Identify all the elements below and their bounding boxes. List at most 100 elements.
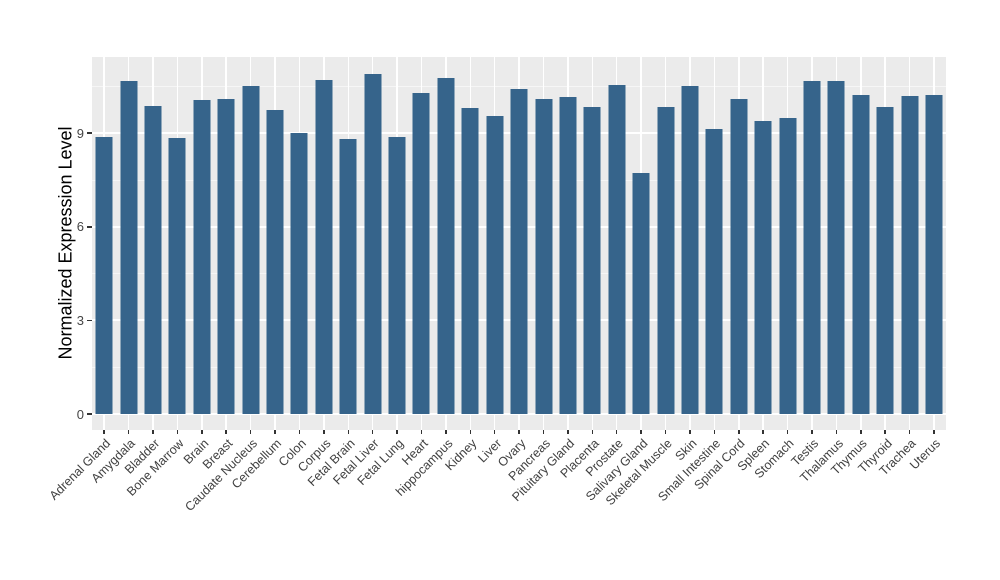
- bar: [242, 86, 260, 414]
- category-slot: hippocampus: [393, 57, 458, 499]
- bar: [681, 86, 699, 414]
- x-tick-mark: [493, 430, 496, 434]
- x-tick-mark: [469, 430, 472, 434]
- bar: [705, 128, 723, 414]
- bar: [632, 172, 650, 414]
- x-tick-mark: [152, 430, 154, 434]
- bar: [730, 98, 748, 414]
- category-slot: Stomach: [752, 57, 799, 481]
- x-tick-mark: [689, 430, 691, 434]
- x-tick-mark: [811, 430, 813, 434]
- category-slot: Spleen: [735, 57, 775, 474]
- y-tick-mark: [87, 132, 92, 134]
- bar: [388, 137, 406, 414]
- bar: [583, 107, 601, 414]
- bar: [120, 81, 138, 414]
- category-slot: Fetal Lung: [355, 57, 409, 488]
- category-slot: Adrenal Gland: [47, 57, 116, 503]
- bar: [535, 99, 553, 414]
- bar: [779, 117, 797, 414]
- category-slot: Thyroid: [855, 57, 897, 476]
- bar: [461, 108, 479, 414]
- bar: [266, 110, 284, 414]
- x-tick-mark: [786, 430, 789, 434]
- x-tick-mark: [323, 430, 325, 434]
- bar: [827, 80, 845, 414]
- bar: [486, 115, 504, 414]
- x-tick-mark: [127, 430, 130, 434]
- x-tick-mark: [445, 430, 447, 434]
- y-tick-label: 3: [76, 312, 84, 328]
- category-slot: Ovary: [495, 57, 531, 470]
- x-tick-mark: [103, 430, 105, 434]
- x-tick-mark: [860, 430, 862, 434]
- bar: [657, 107, 675, 414]
- category-slot: Placenta: [557, 57, 604, 481]
- category-slot: Pancreas: [505, 57, 555, 484]
- x-tick-mark: [201, 430, 203, 434]
- category-slot: Bone Marrow: [124, 57, 189, 499]
- bar: [95, 136, 113, 414]
- x-tick-mark: [762, 430, 764, 434]
- x-tick-mark: [640, 430, 642, 434]
- x-tick-mark: [884, 430, 886, 434]
- category-slot: Fetal Brain: [305, 57, 360, 489]
- bar: [925, 94, 943, 414]
- category-slot: Cerebellum: [229, 57, 287, 491]
- x-tick-mark: [347, 430, 350, 434]
- y-tick-mark: [87, 319, 92, 322]
- category-slot: Amygdala: [89, 57, 140, 486]
- bar: [144, 106, 162, 414]
- x-tick-mark: [396, 430, 398, 434]
- x-tick-mark: [835, 430, 838, 434]
- bar: [437, 78, 455, 414]
- bar: [876, 107, 894, 414]
- x-tick-mark: [274, 430, 276, 434]
- category-slot: Skin: [672, 57, 702, 463]
- bar: [852, 94, 870, 414]
- category-slot: Caudate Nucleus: [182, 57, 262, 514]
- bar: [510, 88, 528, 414]
- category-slot: Uterus: [907, 57, 946, 472]
- category-slot: Small Intestine: [656, 57, 726, 504]
- bar: [803, 80, 821, 414]
- x-tick-mark: [298, 430, 301, 434]
- category-slot: Thalamus: [797, 57, 848, 485]
- x-tick-mark: [591, 430, 594, 434]
- category-slot: Heart: [399, 57, 433, 468]
- category-slot: Spinal Cord: [692, 57, 751, 492]
- bars-container: Adrenal Gland Amygdala Bladder Bone Marrow B…: [47, 57, 946, 514]
- bar: [412, 92, 430, 414]
- x-tick-mark: [176, 430, 179, 434]
- category-slot: Corpus: [295, 57, 336, 475]
- category-slot: Testis: [789, 57, 824, 469]
- x-tick-mark: [738, 430, 740, 434]
- category-slot: Pituitary Gland: [509, 57, 580, 504]
- category-slot: Colon: [276, 57, 311, 469]
- bar: [559, 96, 577, 414]
- x-tick-mark: [908, 430, 911, 434]
- bar: [364, 74, 382, 414]
- bar: [754, 121, 772, 414]
- bar: [193, 99, 211, 414]
- y-tick-mark: [87, 226, 92, 228]
- bar: [901, 95, 919, 414]
- bar: [217, 99, 235, 414]
- x-tick-mark: [542, 430, 545, 434]
- y-tick-label: 0: [76, 406, 84, 422]
- bar: [608, 85, 626, 414]
- category-slot: Fetal Liver: [331, 57, 384, 487]
- y-tick-label: 9: [76, 125, 84, 141]
- x-tick-mark: [518, 430, 520, 434]
- bar: [339, 139, 357, 414]
- category-slot: Liver: [475, 57, 507, 465]
- x-tick-mark: [664, 430, 667, 434]
- category-slot: Prostate: [583, 57, 629, 479]
- category-slot: Thymus: [829, 57, 873, 478]
- plot-panel: Adrenal Gland Amygdala Bladder Bone Marrow B…: [47, 57, 946, 514]
- bar: [290, 132, 308, 414]
- x-tick-mark: [567, 430, 569, 434]
- category-slot: Trachea: [877, 57, 921, 478]
- y-tick-label: 6: [76, 219, 84, 235]
